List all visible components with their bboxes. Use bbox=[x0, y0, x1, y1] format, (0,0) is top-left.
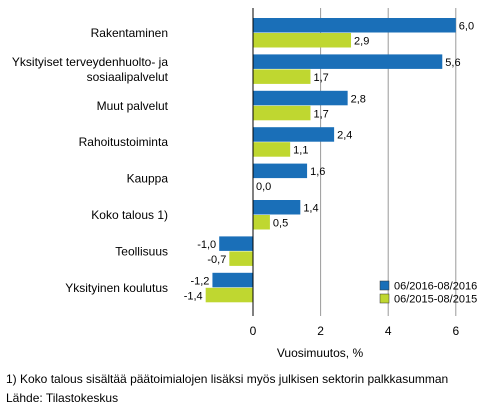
data-label: 6,0 bbox=[459, 21, 474, 33]
category-label: sosiaalipalvelut bbox=[87, 70, 169, 84]
bar bbox=[212, 272, 253, 288]
data-label: 1,4 bbox=[303, 203, 318, 215]
axes: 0 2 4 6 Vuosimuutos, % bbox=[250, 8, 459, 360]
data-label: 1,1 bbox=[293, 145, 308, 157]
data-label: 2,9 bbox=[354, 36, 369, 48]
bar bbox=[253, 163, 308, 179]
category-label: Koko talous 1) bbox=[91, 208, 168, 222]
data-label: 1,7 bbox=[313, 108, 328, 120]
category-label: Yksityiset terveydenhuolto- ja bbox=[12, 55, 168, 69]
legend-label: 06/2015-08/2015 bbox=[394, 294, 477, 306]
bar bbox=[219, 236, 253, 251]
bar bbox=[253, 54, 443, 69]
bar bbox=[253, 215, 270, 230]
bar bbox=[253, 33, 352, 48]
bars bbox=[205, 18, 456, 303]
bar bbox=[205, 287, 253, 303]
data-label: 2,4 bbox=[337, 130, 352, 142]
category-label: Rahoitustoiminta bbox=[79, 135, 169, 149]
bar bbox=[253, 18, 456, 33]
x-axis-title: Vuosimuutos, % bbox=[277, 346, 364, 360]
category-label: Teollisuus bbox=[115, 244, 168, 258]
bar bbox=[253, 200, 301, 215]
data-label: 2,8 bbox=[351, 93, 366, 105]
data-label: 0,5 bbox=[273, 218, 288, 230]
legend-swatch bbox=[379, 280, 390, 291]
data-label: 1,6 bbox=[310, 166, 325, 178]
x-tick-label: 6 bbox=[452, 324, 459, 338]
data-label: -1,4 bbox=[184, 290, 203, 302]
bar bbox=[229, 251, 253, 266]
category-label: Muut palvelut bbox=[97, 99, 169, 113]
data-label: -1,0 bbox=[197, 239, 216, 251]
category-label: Kauppa bbox=[127, 172, 169, 186]
data-label: 5,6 bbox=[445, 57, 460, 69]
x-tick-label: 4 bbox=[385, 324, 392, 338]
data-label: -1,2 bbox=[190, 275, 209, 287]
bar bbox=[253, 127, 335, 142]
category-label: Rakentaminen bbox=[91, 26, 168, 40]
x-tick-label: 0 bbox=[250, 324, 257, 338]
category-label: Yksityinen koulutus bbox=[65, 281, 168, 295]
bar bbox=[253, 105, 311, 121]
x-tick-label: 2 bbox=[317, 324, 324, 338]
data-label: 0,0 bbox=[256, 181, 271, 193]
footnote: 1) Koko talous sisältää päätoimialojen l… bbox=[6, 372, 449, 386]
bar bbox=[253, 69, 311, 84]
gridlines bbox=[320, 8, 457, 316]
source-note: Lähde: Tilastokeskus bbox=[6, 391, 119, 405]
labels: 6,0 2,9 Rakentaminen 5,6 1,7 Yksityiset terve… bbox=[12, 21, 474, 303]
legend-swatch bbox=[379, 293, 390, 304]
data-label: -0,7 bbox=[207, 254, 226, 266]
bar bbox=[253, 90, 348, 106]
legend-label: 06/2016-08/2016 bbox=[394, 281, 477, 293]
data-label: 1,7 bbox=[313, 72, 328, 84]
bar bbox=[253, 142, 291, 157]
